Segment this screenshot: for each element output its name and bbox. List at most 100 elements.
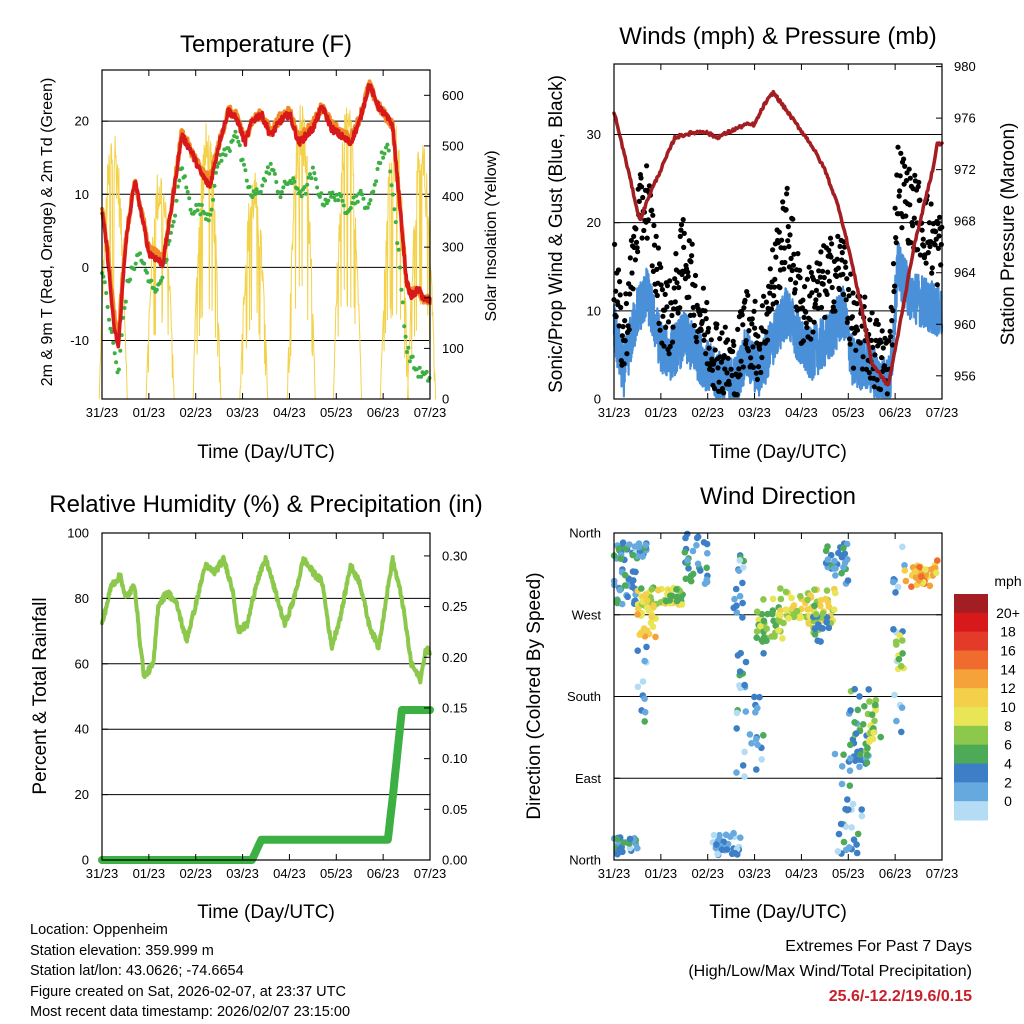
dewpoint-point <box>278 195 283 200</box>
gust-point <box>712 347 718 353</box>
gust-point <box>701 332 708 338</box>
direction-point <box>825 624 833 632</box>
gust-point <box>869 310 875 316</box>
gust-point <box>736 366 742 372</box>
gust-point <box>699 318 705 325</box>
direction-point <box>648 613 655 621</box>
gust-point <box>874 317 880 323</box>
direction-point <box>811 625 819 633</box>
gust-point <box>686 238 692 244</box>
direction-point <box>626 541 633 548</box>
direction-point <box>922 566 929 573</box>
colorbar-label: 10 <box>1000 699 1016 715</box>
gust-point <box>768 306 775 312</box>
direction-point <box>741 681 748 689</box>
gust-point <box>644 235 650 241</box>
direction-point <box>797 614 804 621</box>
gust-point <box>715 365 721 371</box>
dewpoint-point <box>182 174 187 179</box>
direction-point <box>639 678 647 685</box>
gust-point <box>690 304 696 311</box>
gust-point <box>902 163 908 169</box>
gust-point <box>622 338 628 344</box>
dewpoint-point <box>215 164 220 169</box>
gust-point <box>879 355 885 361</box>
gust-point <box>635 249 641 255</box>
dewpoint-point <box>116 367 121 372</box>
direction-point <box>811 586 818 593</box>
humidity-y2tick-label: 0.25 <box>442 599 467 614</box>
humidity-plot-area: 31/23 01/23 02/23 03/23 04/23 05/23 06/23 07/23… <box>67 526 467 882</box>
gust-point <box>675 310 681 316</box>
direction-point <box>811 631 819 638</box>
gust-point <box>709 367 716 373</box>
humidity-ylabel-left: Percent & Total Rainfall <box>30 597 51 794</box>
station-info: Location: Oppenheim Station elevation: 3… <box>30 920 350 1023</box>
dewpoint-point <box>227 149 232 153</box>
direction-point <box>662 597 670 605</box>
direction-point <box>632 568 639 576</box>
direction-point <box>797 592 804 600</box>
winds-y2tick-label: 976 <box>954 111 976 126</box>
direction-point <box>841 559 849 567</box>
direction-point <box>626 835 634 843</box>
direction-point <box>733 609 741 616</box>
direction-point <box>896 632 903 639</box>
gust-point <box>792 287 798 293</box>
dewpoint-point <box>240 157 245 162</box>
gust-point <box>915 184 921 190</box>
dewpoint-point <box>274 180 279 184</box>
direction-point <box>681 549 689 556</box>
direction-point <box>819 610 827 617</box>
gust-point <box>846 293 852 299</box>
colorbar-swatch <box>954 801 988 821</box>
gust-point <box>751 308 757 314</box>
dewpoint-point <box>105 305 110 309</box>
gust-point <box>818 304 825 311</box>
gust-point <box>722 324 728 330</box>
direction-point <box>782 588 790 596</box>
dewpoint-point <box>410 354 415 359</box>
direction-point <box>703 564 710 572</box>
dewpoint-point <box>393 220 398 225</box>
gust-point <box>636 198 642 204</box>
gust-point <box>795 251 801 257</box>
dewpoint-point <box>341 203 346 208</box>
gust-point <box>721 353 727 359</box>
direction-point <box>736 592 744 600</box>
gust-point <box>630 286 636 292</box>
gust-point <box>917 252 924 258</box>
gust-point <box>899 225 905 231</box>
direction-point <box>639 553 646 560</box>
gust-point <box>895 144 901 150</box>
gust-point <box>789 267 795 274</box>
direction-point <box>624 593 631 601</box>
direction-point <box>652 633 659 641</box>
info-elevation: Station elevation: 359.999 m <box>30 942 214 959</box>
direction-point <box>726 833 734 840</box>
direction-point <box>734 652 742 659</box>
dewpoint-point <box>299 194 304 199</box>
colorbar-swatch <box>954 669 988 689</box>
direction-point <box>730 604 737 612</box>
gust-point <box>693 334 699 340</box>
dewpoint-point <box>281 185 286 190</box>
direction-point <box>901 562 908 569</box>
gust-point <box>750 364 757 370</box>
colorbar-swatch <box>954 707 988 727</box>
gust-point <box>935 245 942 251</box>
dewpoint-point <box>208 212 213 217</box>
gust-point <box>746 328 752 334</box>
direction-point <box>853 841 860 848</box>
gust-point <box>685 269 691 275</box>
gust-point <box>934 282 940 288</box>
gust-point <box>848 271 854 277</box>
winds-y2tick-label: 972 <box>954 162 976 177</box>
gust-point <box>854 301 860 307</box>
gust-point <box>903 213 909 219</box>
direction-point <box>858 812 866 820</box>
dewpoint-point <box>302 185 307 190</box>
gust-point <box>839 250 845 256</box>
insolation-line <box>192 123 222 400</box>
extremes-values: 25.6/-12.2/19.6/0.15 <box>828 988 972 1005</box>
